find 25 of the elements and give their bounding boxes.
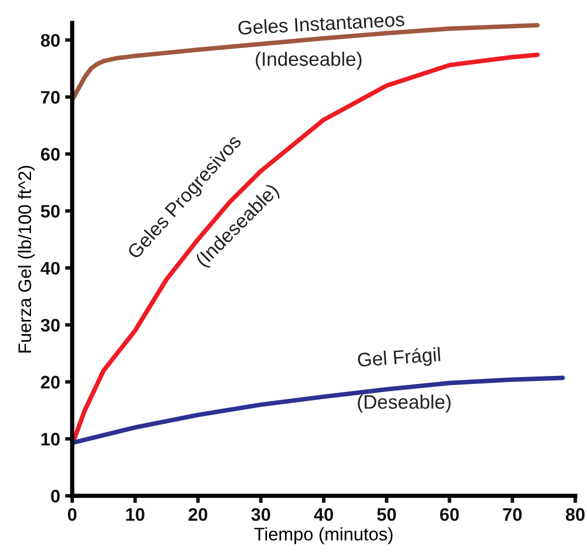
x-tick-label: 40 (314, 508, 334, 521)
y-tick-label: 0 (51, 490, 60, 503)
x-tick-label: 0 (68, 508, 76, 521)
y-axis-title: Fuerza Gel (lb/100 ft^2) (18, 166, 35, 352)
y-tick-label: 50 (40, 204, 60, 218)
x-tick-label: 80 (566, 508, 585, 521)
y-tick-label: 20 (40, 376, 60, 389)
x-tick-label: 10 (126, 508, 144, 521)
x-tick-label: 70 (503, 508, 522, 521)
y-tick-label: 60 (40, 148, 60, 161)
x-tick-label: 50 (377, 508, 396, 521)
y-tick-label: 40 (40, 262, 60, 275)
x-tick-label: 20 (188, 508, 208, 521)
annotation: (Indeseable) (256, 52, 362, 70)
x-axis-title: Tiempo (minutos) (254, 527, 393, 544)
x-tick-label: 60 (440, 508, 459, 521)
annotation: (Deseable) (358, 394, 451, 413)
annotation: Geles Instantaneos (238, 12, 404, 35)
y-tick-label: 30 (40, 318, 60, 332)
y-tick-label: 70 (41, 90, 60, 104)
line-series (72, 376, 565, 446)
y-tick-label: 80 (40, 34, 60, 47)
x-tick-label: 30 (251, 508, 270, 521)
annotation: Gel Frágil (357, 346, 441, 371)
y-tick-label: 10 (41, 432, 60, 446)
